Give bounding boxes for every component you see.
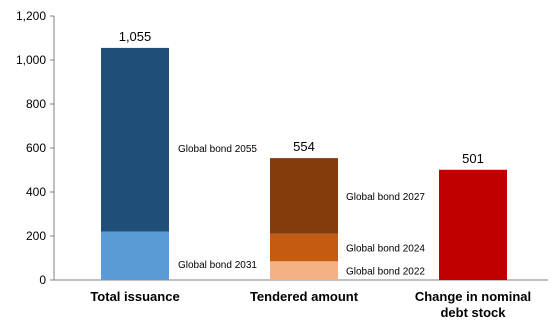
- segment-label: Global bond 2027: [346, 192, 425, 203]
- bar-total-label: 1,055: [119, 29, 152, 44]
- x-category-label: Change in nominal: [415, 289, 531, 304]
- y-tick-label: 800: [26, 97, 46, 111]
- y-tick-label: 0: [39, 273, 46, 287]
- y-tick-label: 400: [26, 185, 46, 199]
- bar-segment: [270, 233, 338, 262]
- x-category-label: Total issuance: [90, 289, 179, 304]
- x-category-label: debt stock: [440, 305, 506, 320]
- y-tick-label: 1,000: [16, 53, 46, 67]
- bar-segment: [101, 231, 169, 280]
- segment-label: Global bond 2031: [178, 260, 257, 271]
- bar-total-label: 554: [293, 139, 315, 154]
- bar-segment: [270, 261, 338, 280]
- y-tick-label: 1,200: [16, 9, 46, 23]
- bar-segment: [439, 169, 507, 280]
- bar-total-label: 501: [462, 151, 484, 166]
- x-category-label: Tendered amount: [250, 289, 359, 304]
- bar-segment: [270, 158, 338, 234]
- y-tick-label: 600: [26, 141, 46, 155]
- y-tick-label: 200: [26, 229, 46, 243]
- segment-label: Global bond 2055: [178, 144, 257, 155]
- bar-segment: [101, 47, 169, 232]
- segment-label: Global bond 2022: [346, 267, 425, 278]
- segment-label: Global bond 2024: [346, 244, 425, 255]
